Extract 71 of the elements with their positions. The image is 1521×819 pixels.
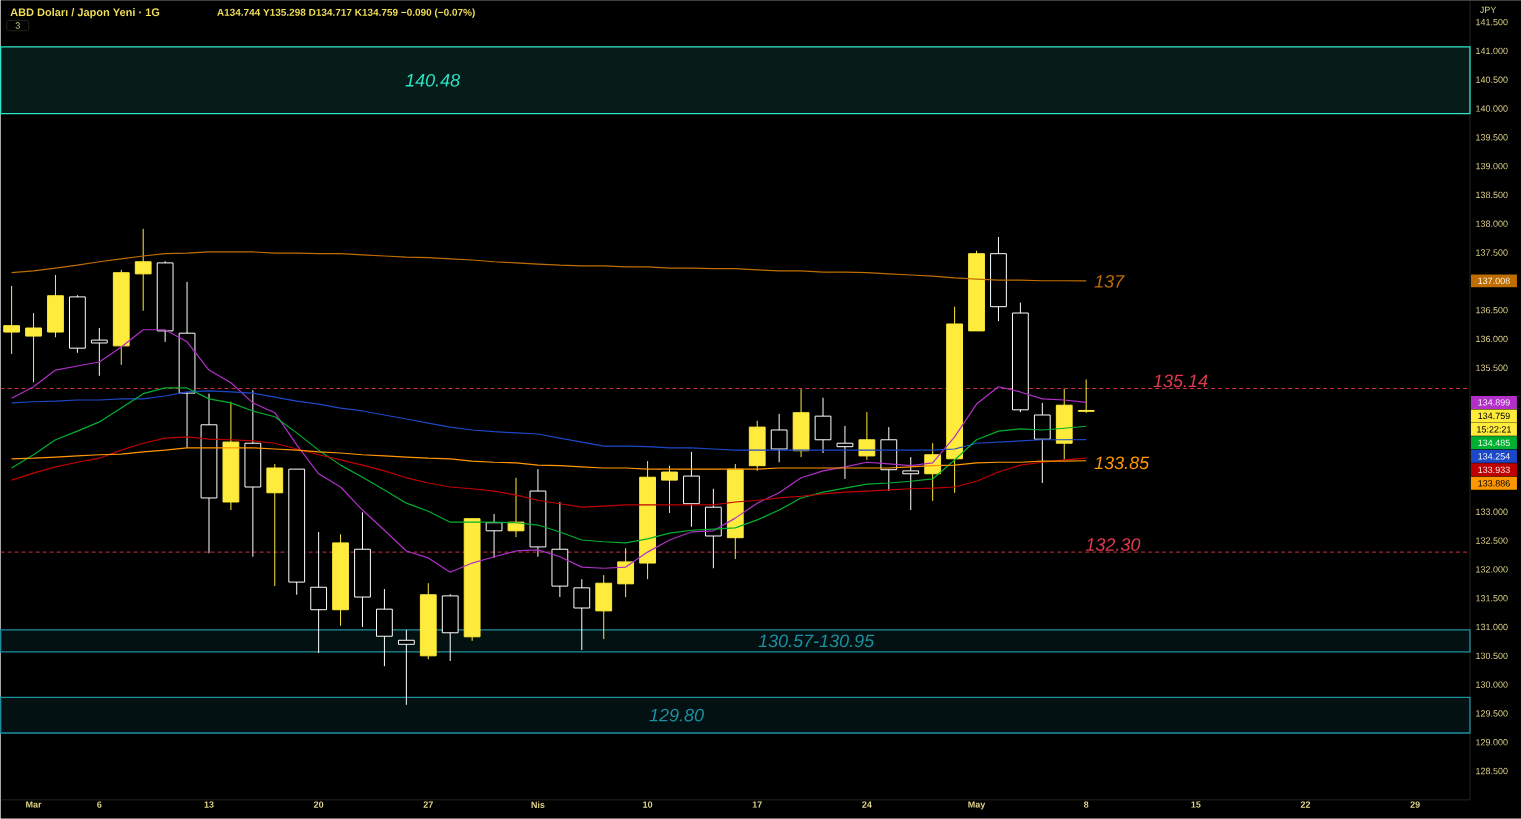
y-tick-label: 140.500: [1476, 76, 1508, 83]
text: 133.933: [1478, 466, 1510, 474]
y-tick-label: 129.500: [1476, 710, 1508, 717]
y-tick-label: 141.500: [1476, 18, 1508, 26]
x-tick-label: 17: [752, 801, 762, 808]
band-label: 130.57-130.95: [758, 634, 875, 648]
x-tick-label: 10: [643, 801, 653, 808]
x-tick-label: Nis: [531, 801, 545, 809]
y-tick-label: 130.500: [1476, 652, 1508, 660]
y-tick-label: 139.500: [1476, 134, 1508, 141]
text: 134.485: [1478, 439, 1510, 447]
candlestick: [661, 465, 678, 514]
y-tick-label: 136.500: [1476, 307, 1508, 314]
candlestick: [1077, 378, 1095, 414]
candlestick: [902, 456, 920, 511]
y-tick-label: 132.000: [1476, 566, 1508, 573]
text: ABD Doları / Japon Yeni · 1G: [10, 8, 160, 19]
y-tick-label: 131.500: [1476, 595, 1508, 602]
text: 133.886: [1478, 480, 1510, 487]
text: 134.899: [1478, 399, 1510, 406]
candlestick: [485, 513, 503, 559]
y-tick-label: 140.000: [1476, 105, 1508, 112]
candlestick: [836, 425, 854, 480]
ref-line-label: 135.14: [1153, 374, 1208, 388]
y-tick-label: 135.500: [1476, 364, 1508, 372]
candlestick: [814, 397, 832, 454]
candlestick: [770, 413, 788, 463]
text: 134.759: [1478, 412, 1510, 420]
candlestick: [858, 411, 876, 461]
y-tick-label: 133.000: [1476, 508, 1508, 516]
annotation: 133.85: [1094, 456, 1150, 470]
candlestick: [25, 312, 42, 383]
y-tick-label: 138.500: [1476, 191, 1508, 199]
x-tick-label: 24: [862, 801, 872, 808]
candlestick: [310, 531, 328, 654]
x-tick-label: 13: [204, 801, 214, 808]
candlestick: [134, 228, 152, 312]
y-tick-label: 136.000: [1476, 335, 1508, 343]
candlestick: [90, 327, 108, 377]
ref-line-label: 132.30: [1085, 538, 1141, 551]
y-tick-label: 132.500: [1476, 537, 1508, 544]
band-label: 140.48: [405, 73, 461, 87]
y-tick-label: 131.000: [1476, 623, 1508, 631]
candlestick: [3, 285, 21, 355]
candlestick: [397, 629, 415, 706]
x-tick-label: Mar: [26, 801, 42, 808]
text: 134.254: [1478, 453, 1510, 460]
y-tick-label: 137.500: [1476, 249, 1508, 256]
annotation: 137: [1094, 275, 1125, 288]
y-tick-label: 129.000: [1476, 739, 1508, 746]
candlestick: [617, 547, 635, 598]
y-axis-title: JPY: [1479, 6, 1497, 14]
y-tick-label: 141.000: [1476, 47, 1508, 55]
y-tick-label: 138.000: [1476, 220, 1508, 227]
candlestick: [573, 578, 591, 651]
x-tick-label: 8: [1083, 801, 1089, 808]
annotation: 3: [15, 22, 20, 29]
y-tick-label: 130.000: [1476, 681, 1508, 688]
x-tick-label: May: [968, 801, 986, 810]
text: 15:22:21: [1477, 426, 1511, 433]
text: 137.008: [1478, 277, 1510, 285]
text: A134.744 Y135.298 D134.717 K134.759 −0.090 (−0.07%): [217, 8, 475, 18]
x-tick-label: 22: [1300, 801, 1311, 808]
band-label: 129.80: [649, 708, 704, 722]
x-tick-label: 15: [1191, 801, 1201, 808]
x-tick-label: 20: [313, 801, 324, 808]
x-tick-label: 6: [97, 801, 102, 808]
x-tick-label: 29: [1410, 801, 1420, 808]
x-tick-label: 27: [423, 801, 433, 808]
y-tick-label: 139.000: [1476, 163, 1508, 170]
y-tick-label: 128.500: [1476, 767, 1508, 775]
